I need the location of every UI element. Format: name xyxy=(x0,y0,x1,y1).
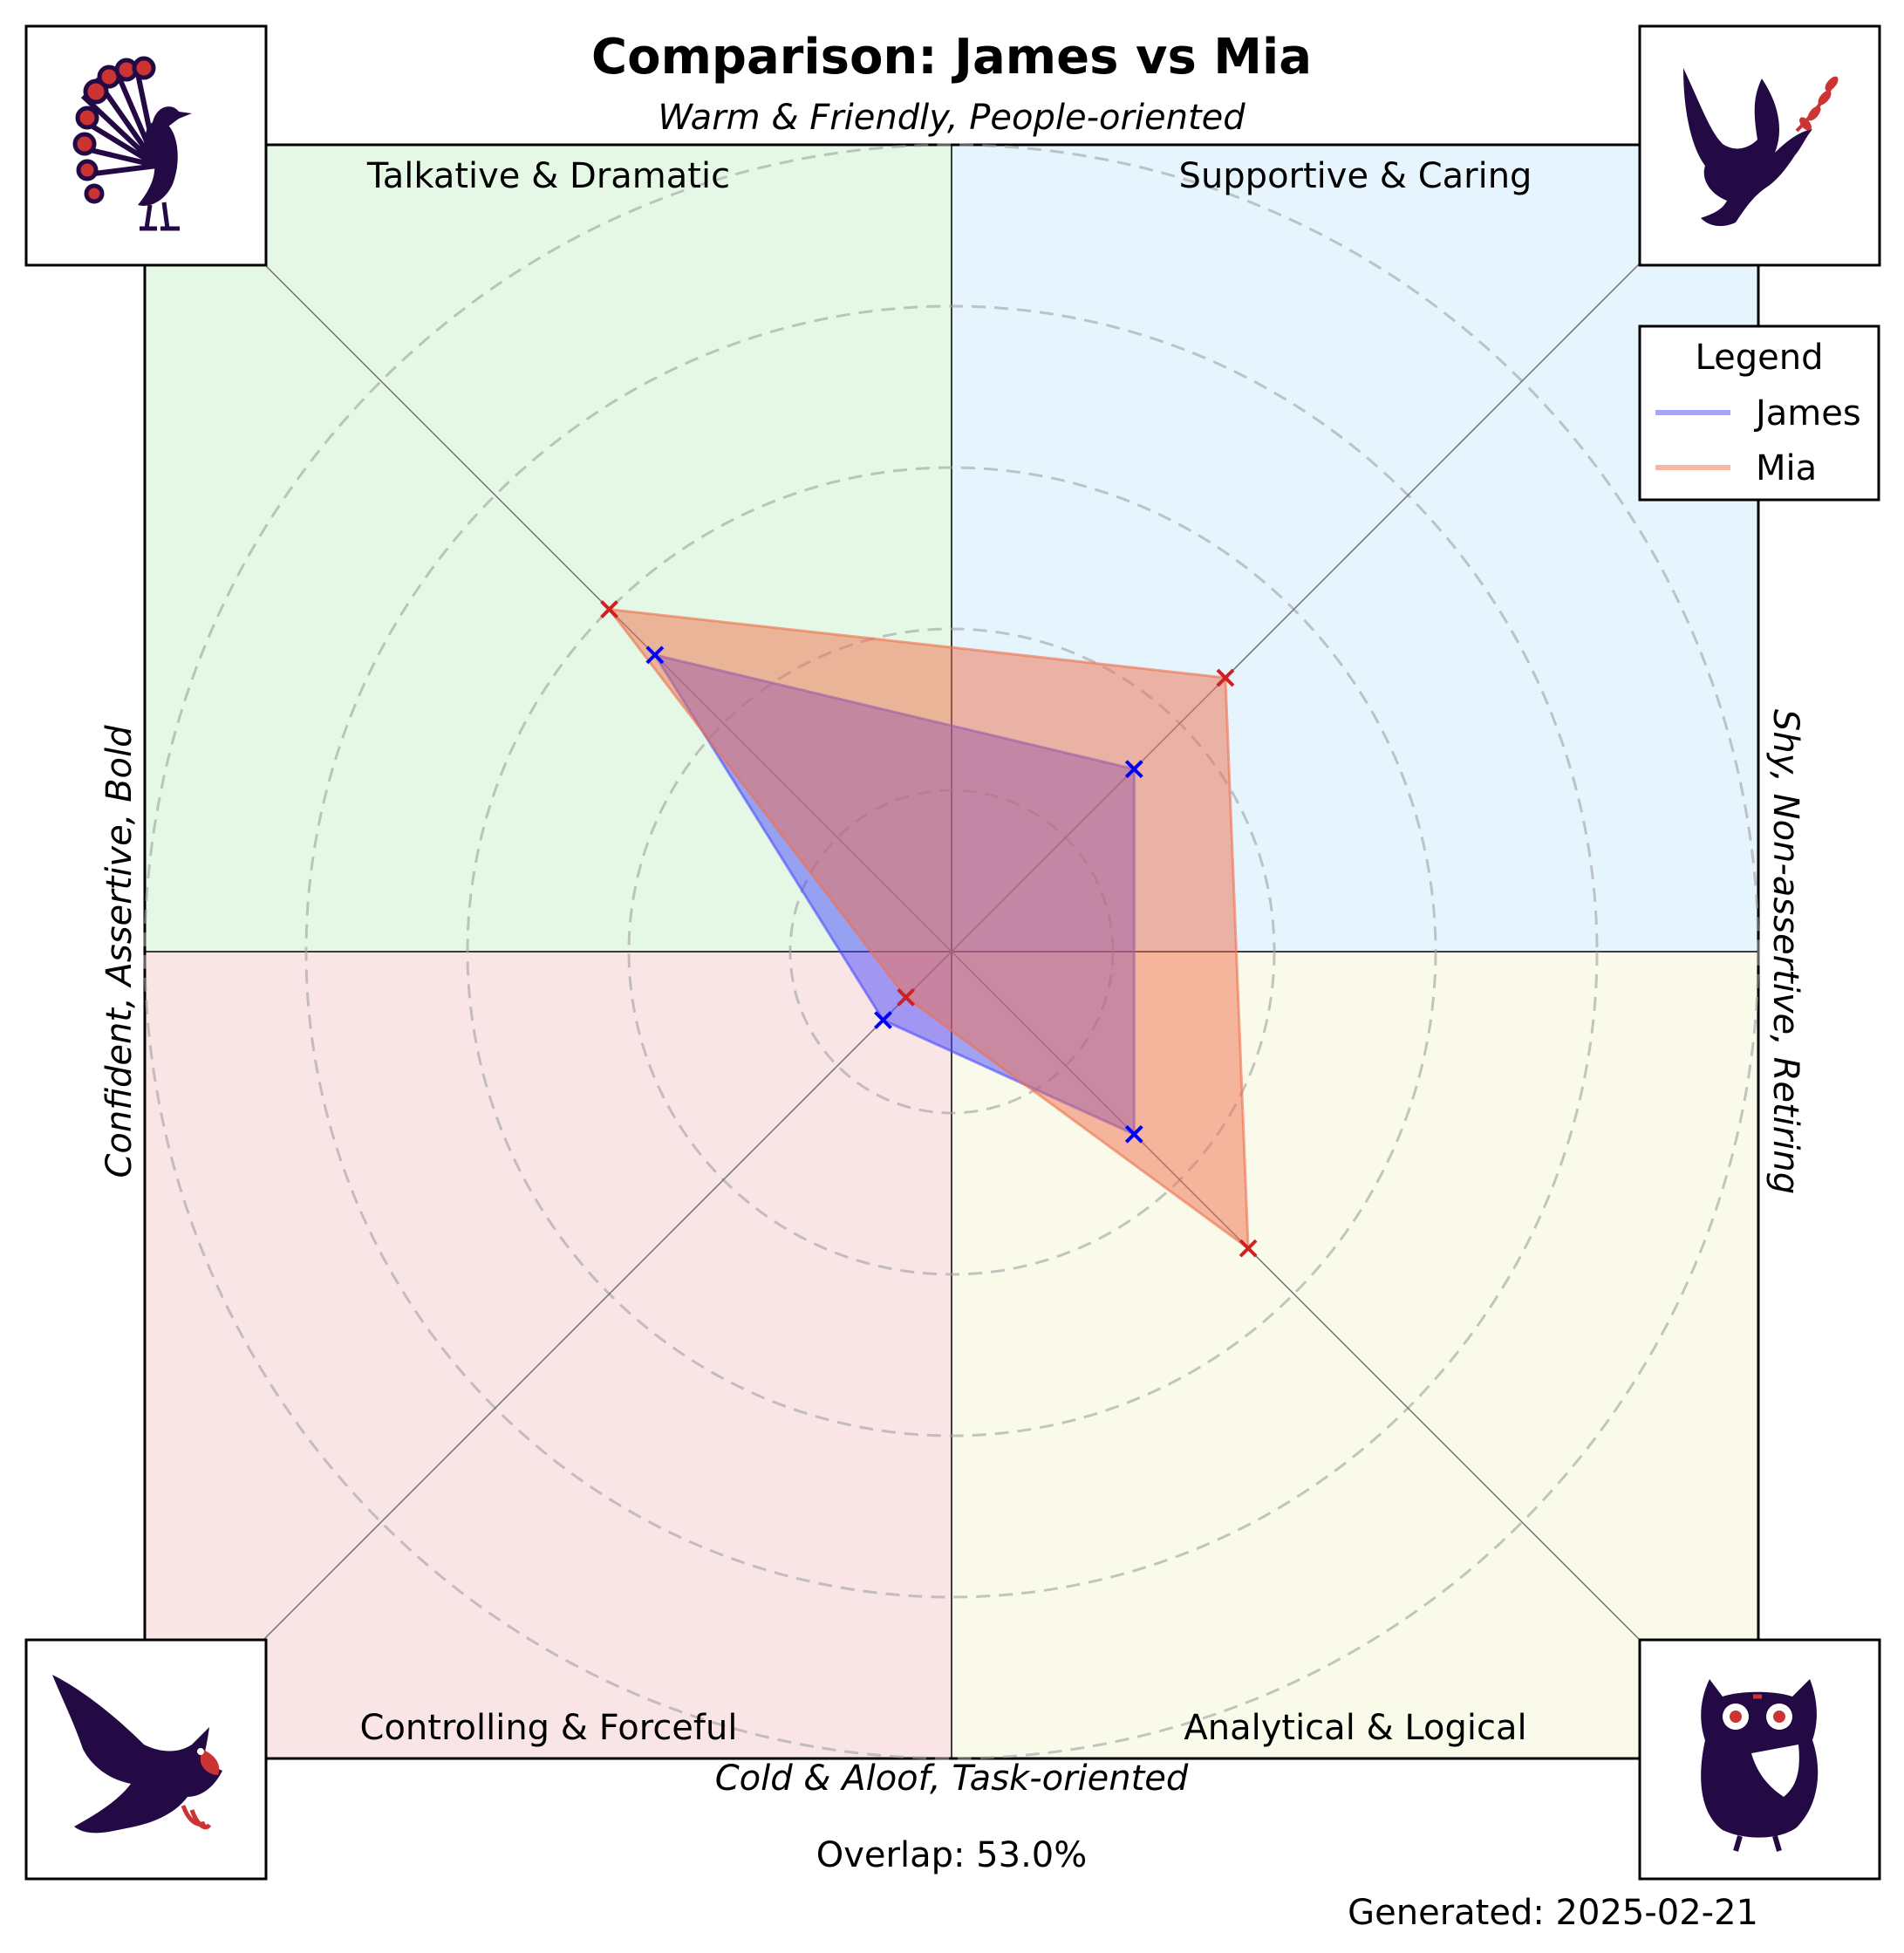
legend-title: Legend xyxy=(1696,338,1824,378)
grid-ring xyxy=(304,304,1599,1599)
chart-title: Comparison: James vs Mia xyxy=(591,29,1312,85)
data-point-mia xyxy=(1216,668,1235,687)
quadrant-label-talkative: Talkative & Dramatic xyxy=(366,156,730,196)
overlap-text: Overlap: 53.0% xyxy=(816,1835,1088,1875)
grid-ring xyxy=(143,143,1760,1760)
data-point-mia xyxy=(897,987,916,1007)
quadrant-label-supportive: Supportive & Caring xyxy=(1179,156,1532,196)
grid-ring xyxy=(466,466,1437,1437)
data-point-james xyxy=(645,645,665,665)
dove-icon xyxy=(1683,68,1839,227)
quadrant-label-controlling: Controlling & Forceful xyxy=(360,1708,738,1748)
owl-icon xyxy=(1701,1679,1819,1852)
legend: Legend James Mia xyxy=(1638,324,1880,502)
peacock-icon-box xyxy=(24,24,268,267)
right-axis-label: Shy, Non-assertive, Retiring xyxy=(1765,709,1805,1194)
legend-label-james: James xyxy=(1753,393,1861,434)
owl-icon-box xyxy=(1638,1638,1881,1881)
data-point-james xyxy=(1124,1124,1143,1144)
quadrant-label-analytical: Analytical & Logical xyxy=(1184,1708,1526,1748)
left-axis-label: Confident, Assertive, Bold xyxy=(99,725,140,1178)
data-point-mia xyxy=(1239,1239,1258,1258)
radial-axis xyxy=(261,951,952,1642)
eagle-icon-box xyxy=(24,1638,268,1881)
data-point-james xyxy=(874,1011,892,1029)
generated-text: Generated: 2025-02-21 xyxy=(1348,1893,1758,1933)
peacock-icon xyxy=(72,56,192,231)
eagle-icon xyxy=(52,1675,222,1833)
data-point-mia xyxy=(600,600,618,618)
bottom-axis-label: Cold & Aloof, Task-oriented xyxy=(715,1758,1189,1799)
legend-label-mia: Mia xyxy=(1756,448,1817,488)
top-axis-label: Warm & Friendly, People-oriented xyxy=(658,98,1245,138)
data-point-james xyxy=(1124,760,1143,779)
dove-icon-box xyxy=(1638,24,1881,267)
grid-ring xyxy=(627,627,1276,1276)
